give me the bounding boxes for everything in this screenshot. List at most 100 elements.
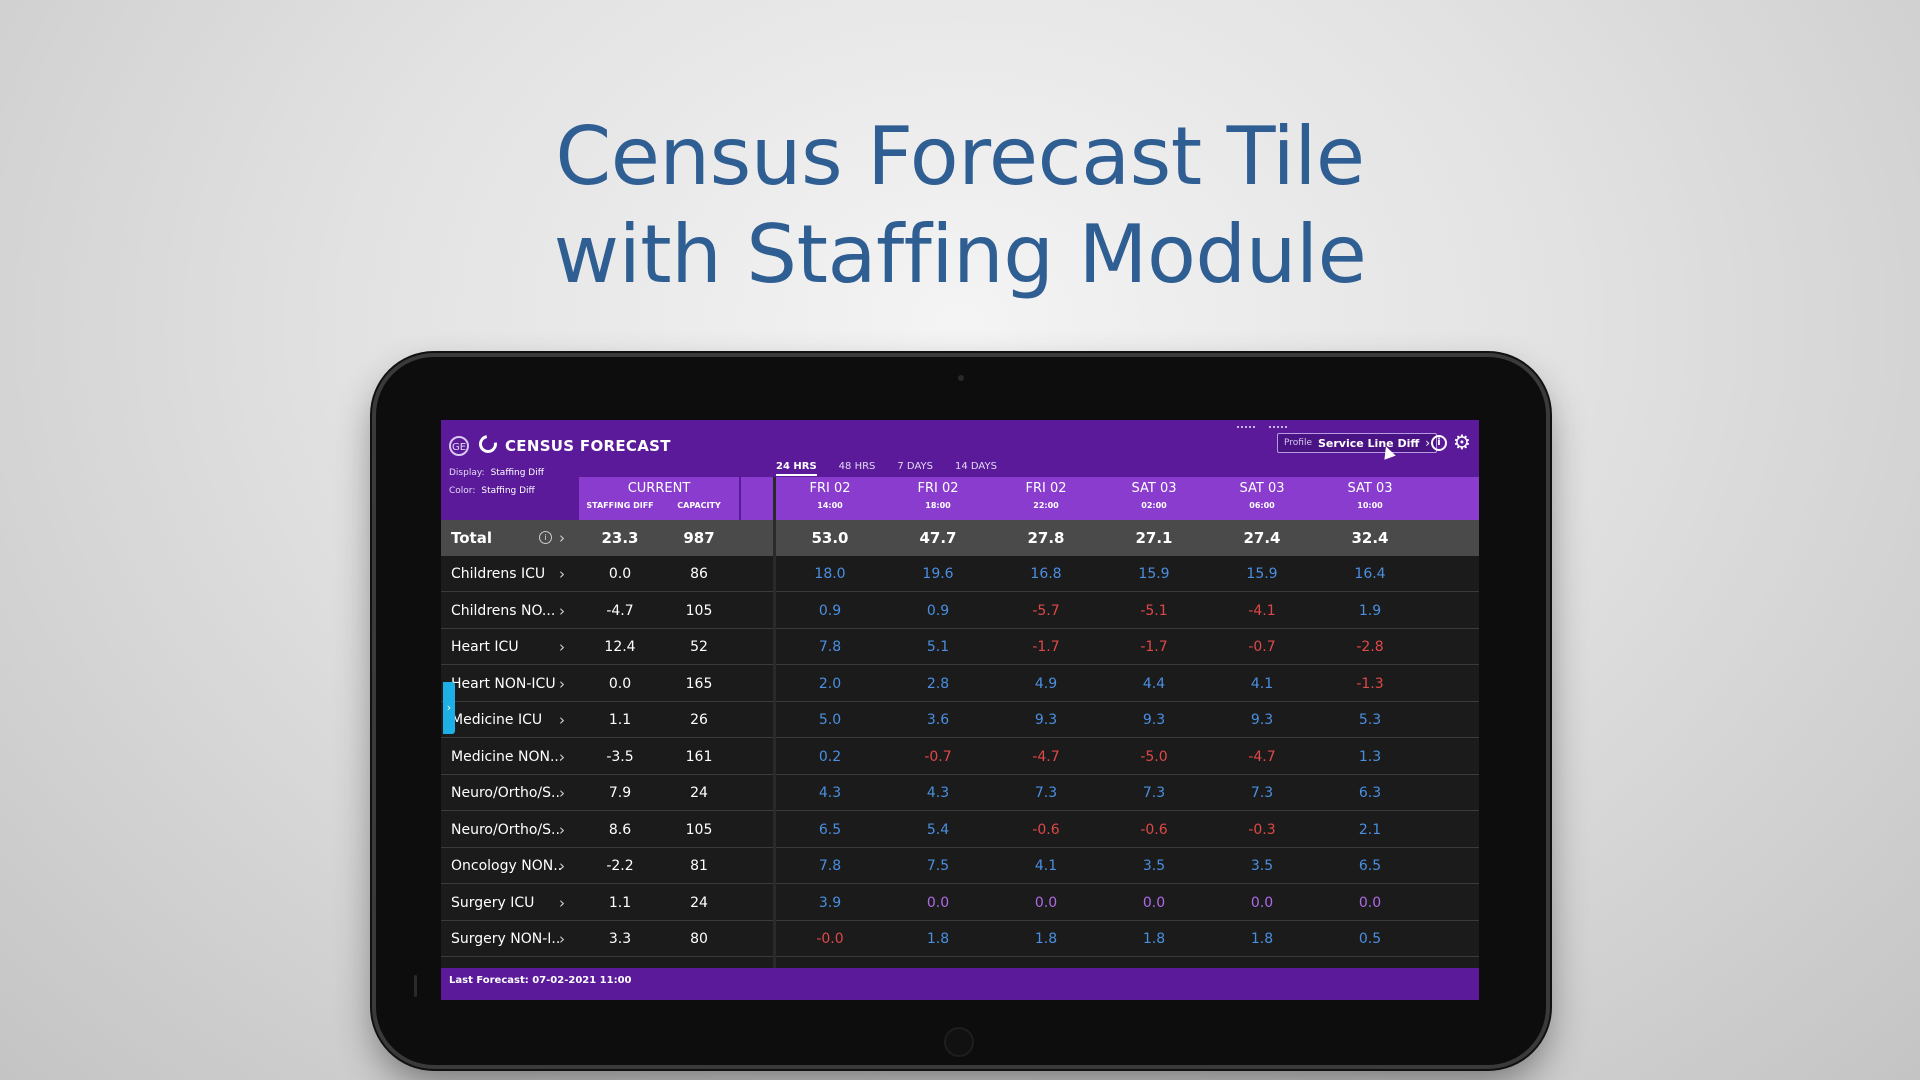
chevron-right-icon[interactable]: › bbox=[559, 747, 565, 766]
forecast-value: 0.0 bbox=[1250, 894, 1274, 911]
current-staffing-diff: -2.2 bbox=[606, 858, 634, 874]
forecast-value: 2.8 bbox=[926, 675, 950, 692]
forecast-value: -2.8 bbox=[1356, 639, 1384, 655]
forecast-column-header: SAT 03 06:00 bbox=[1208, 477, 1316, 520]
page-headline: Census Forecast Tile with Staffing Modul… bbox=[0, 108, 1920, 304]
service-line-row[interactable]: Neuro/Ortho/S... › 8.6 105 6.5 5.4 -0.6 -0.6 -0.… bbox=[441, 812, 1479, 848]
forecast-value: 3.5 bbox=[1142, 858, 1166, 874]
forecast-time-label: 14:00 bbox=[817, 501, 843, 510]
chevron-right-icon[interactable]: › bbox=[559, 638, 565, 656]
service-line-row[interactable]: Medicine ICU › 1.1 26 5.0 3.6 9.3 9.3 9.3 5.3 bbox=[441, 702, 1479, 738]
headline-line-1: Census Forecast Tile bbox=[555, 110, 1365, 203]
forecast-value: 7.3 bbox=[1034, 785, 1058, 801]
forecast-day-label: FRI 02 bbox=[917, 481, 959, 496]
forecast-value: 1.9 bbox=[1358, 602, 1382, 619]
drawer-toggle-button[interactable]: › bbox=[443, 682, 455, 734]
service-line-row[interactable]: Heart ICU › 12.4 52 7.8 5.1 -1.7 -1.7 -0.7 -2.8 bbox=[441, 629, 1479, 665]
color-value: Staffing Diff bbox=[481, 486, 535, 496]
forecast-value: -0.7 bbox=[924, 748, 952, 765]
drag-handle-icon[interactable] bbox=[1237, 426, 1255, 432]
current-staffing-diff: 0.0 bbox=[608, 566, 632, 582]
forecast-value: 7.3 bbox=[1250, 785, 1274, 801]
chevron-right-icon[interactable]: › bbox=[559, 674, 565, 693]
forecast-column-header: FRI 02 14:00 bbox=[776, 477, 884, 520]
display-setting: Display: Staffing Diff bbox=[449, 468, 544, 478]
current-capacity: 161 bbox=[685, 748, 713, 765]
current-staffing-diff: 23.3 bbox=[601, 529, 639, 547]
last-forecast-text: Last Forecast: 07-02-2021 11:00 bbox=[449, 975, 632, 986]
profile-selector[interactable]: Profile Service Line Diff › bbox=[1277, 433, 1438, 453]
forecast-value: 2.1 bbox=[1358, 821, 1382, 838]
forecast-value: 5.3 bbox=[1358, 712, 1382, 728]
service-line-name: Surgery NON-I... bbox=[451, 931, 561, 947]
forecast-value: -0.3 bbox=[1248, 821, 1276, 838]
side-button bbox=[414, 975, 417, 997]
home-button[interactable] bbox=[944, 1027, 974, 1057]
service-line-row[interactable]: Childrens ICU › 0.0 86 18.0 19.6 16.8 15.9 15.9 1… bbox=[441, 556, 1479, 592]
forecast-value: 15.9 bbox=[1138, 566, 1170, 582]
chevron-right-icon[interactable]: › bbox=[559, 601, 565, 620]
drag-handle-icon[interactable] bbox=[1269, 426, 1287, 432]
forecast-value: 1.8 bbox=[1142, 931, 1166, 947]
total-row[interactable]: Total i › 23.3 987 53.0 47.7 27.8 27.1 27.4 32.4 bbox=[441, 520, 1479, 556]
chevron-right-icon[interactable]: › bbox=[559, 565, 565, 583]
service-line-row[interactable]: Surgery ICU › 1.1 24 3.9 0.0 0.0 0.0 0.0 0.0 bbox=[441, 885, 1479, 921]
forecast-value: 27.1 bbox=[1135, 529, 1173, 547]
forecast-value: 4.4 bbox=[1142, 675, 1166, 692]
forecast-value: 7.8 bbox=[818, 639, 842, 655]
chevron-right-icon[interactable]: › bbox=[559, 820, 565, 839]
service-line-name: Heart ICU bbox=[451, 639, 519, 655]
service-line-row[interactable]: Surgery NON-I... › 3.3 80 -0.0 1.8 1.8 1.8 1.8 0.… bbox=[441, 921, 1479, 957]
forecast-time-label: 10:00 bbox=[1357, 501, 1383, 510]
forecast-value: 19.6 bbox=[922, 566, 954, 582]
chevron-right-icon[interactable]: › bbox=[559, 893, 565, 912]
tile-footer: Last Forecast: 07-02-2021 11:00 bbox=[441, 968, 1479, 1000]
service-line-name: Surgery ICU bbox=[451, 894, 535, 911]
forecast-value: -0.0 bbox=[816, 931, 844, 947]
current-column-header: CURRENT STAFFING DIFF CAPACITY bbox=[579, 477, 739, 520]
info-icon[interactable]: i bbox=[1431, 435, 1447, 451]
forecast-value: -4.1 bbox=[1248, 602, 1276, 619]
service-line-row[interactable]: Neuro/Ortho/S... › 7.9 24 4.3 4.3 7.3 7.3 7.3 6.3 bbox=[441, 775, 1479, 811]
forecast-day-label: SAT 03 bbox=[1347, 481, 1393, 496]
current-staffing-diff: -3.5 bbox=[606, 748, 634, 765]
display-key: Display: bbox=[449, 468, 485, 478]
chevron-right-icon[interactable]: › bbox=[559, 857, 565, 875]
service-line-row[interactable]: Heart NON-ICU › 0.0 165 2.0 2.8 4.9 4.4 4.1 -1.3 bbox=[441, 666, 1479, 702]
color-key: Color: bbox=[449, 486, 476, 496]
tab-14-days[interactable]: 14 DAYS bbox=[954, 461, 997, 472]
current-capacity: 80 bbox=[690, 931, 708, 947]
forecast-value: -5.1 bbox=[1140, 602, 1168, 619]
forecast-column-header: FRI 02 22:00 bbox=[992, 477, 1100, 520]
forecast-value: 0.9 bbox=[818, 602, 842, 619]
forecast-value: 5.4 bbox=[926, 821, 950, 838]
tab-48-hrs[interactable]: 48 HRS bbox=[838, 461, 876, 472]
service-line-row[interactable]: Medicine NON... › -3.5 161 0.2 -0.7 -4.7 -5.0 -4… bbox=[441, 739, 1479, 775]
forecast-value: -5.0 bbox=[1140, 748, 1168, 765]
gear-icon[interactable]: ⚙ bbox=[1453, 430, 1471, 454]
service-line-row[interactable]: Childrens NO... › -4.7 105 0.9 0.9 -5.7 -5.1 -4.… bbox=[441, 593, 1479, 629]
tab-7-days[interactable]: 7 DAYS bbox=[897, 461, 933, 472]
chevron-right-icon[interactable]: › bbox=[559, 930, 565, 948]
chevron-right-icon[interactable]: › bbox=[559, 529, 565, 547]
forecast-value: 1.8 bbox=[1034, 931, 1058, 947]
refresh-icon[interactable] bbox=[475, 431, 501, 457]
forecast-value: 0.5 bbox=[1358, 931, 1382, 947]
forecast-value: 0.0 bbox=[1142, 894, 1166, 911]
service-line-row[interactable]: Oncology NON... › -2.2 81 7.8 7.5 4.1 3.5 3.5 6.5 bbox=[441, 848, 1479, 884]
chevron-right-icon[interactable]: › bbox=[559, 784, 565, 802]
forecast-value: 4.1 bbox=[1034, 858, 1058, 874]
display-value: Staffing Diff bbox=[490, 468, 544, 478]
chevron-right-icon[interactable]: › bbox=[559, 711, 565, 729]
tab-24-hrs[interactable]: 24 HRS bbox=[776, 461, 817, 476]
forecast-day-label: SAT 03 bbox=[1131, 481, 1177, 496]
forecast-value: -5.7 bbox=[1032, 602, 1060, 619]
forecast-value: 6.3 bbox=[1358, 785, 1382, 801]
forecast-value: -0.6 bbox=[1140, 821, 1168, 838]
service-line-name: Neuro/Ortho/S... bbox=[451, 785, 561, 801]
total-info-icon[interactable]: i bbox=[539, 531, 552, 544]
forecast-column-header: SAT 03 02:00 bbox=[1100, 477, 1208, 520]
forecast-value: 16.8 bbox=[1030, 566, 1062, 582]
profile-value: Service Line Diff bbox=[1317, 436, 1420, 450]
forecast-value: 18.0 bbox=[814, 566, 846, 582]
